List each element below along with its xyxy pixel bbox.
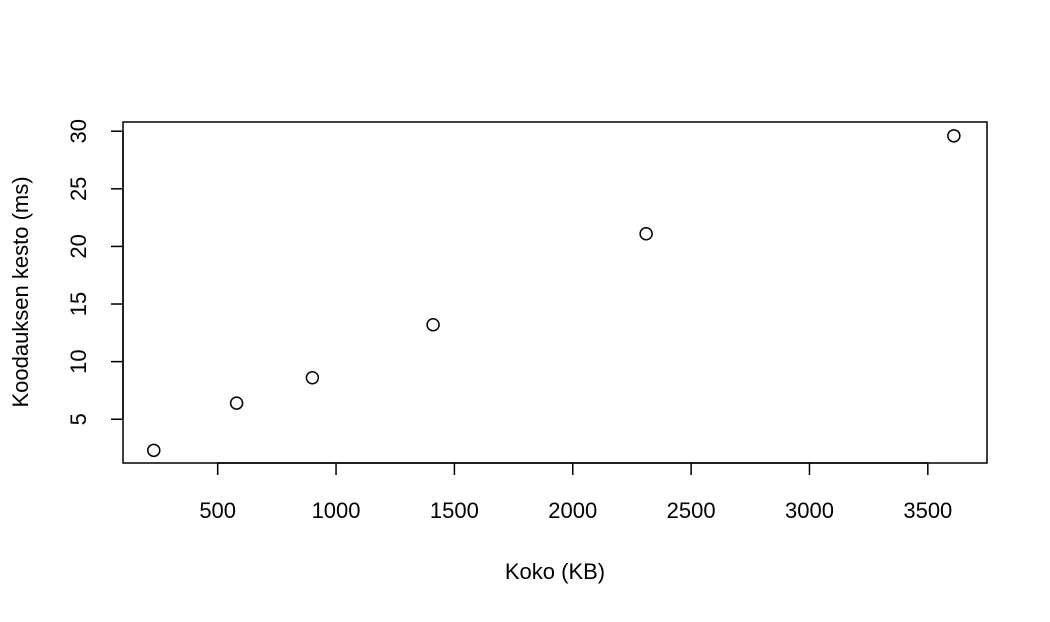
x-axis-title: Koko (KB) xyxy=(505,559,605,584)
x-axis: 500 1000 1500 2000 2500 3000 3500 xyxy=(199,462,952,523)
y-tick-label: 30 xyxy=(66,119,91,143)
y-tick-label: 20 xyxy=(66,234,91,258)
y-tick-label: 15 xyxy=(66,292,91,316)
data-points xyxy=(147,129,961,458)
data-point xyxy=(639,226,653,241)
data-point xyxy=(947,129,961,143)
plot-frame xyxy=(122,121,988,464)
y-tick-label: 10 xyxy=(66,349,91,373)
data-point xyxy=(426,318,440,332)
x-tick-label: 3000 xyxy=(785,498,834,523)
x-tick-label: 1000 xyxy=(312,498,361,523)
data-point xyxy=(147,443,161,458)
x-tick-label: 1500 xyxy=(430,498,479,523)
y-axis: 5 10 15 20 25 30 xyxy=(66,119,124,425)
y-axis-title: Koodauksen kesto (ms) xyxy=(8,176,33,407)
y-tick-label: 5 xyxy=(66,413,91,425)
x-tick-label: 500 xyxy=(199,498,236,523)
y-tick-label: 25 xyxy=(66,177,91,201)
data-point xyxy=(229,396,244,410)
x-tick-label: 2000 xyxy=(548,498,597,523)
x-tick-label: 3500 xyxy=(903,498,952,523)
x-tick-label: 2500 xyxy=(667,498,716,523)
data-point xyxy=(305,371,320,385)
